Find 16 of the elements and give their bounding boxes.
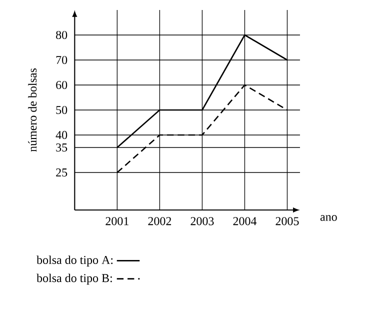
x-axis-title: ano bbox=[320, 215, 337, 221]
y-tick-label: 80 bbox=[56, 30, 68, 40]
y-tick-label: 60 bbox=[56, 80, 68, 90]
x-tick-label: 2004 bbox=[233, 217, 257, 226]
y-tick-label: 70 bbox=[56, 56, 68, 64]
x-tick-label: 2005 bbox=[276, 217, 299, 226]
x-tick-label: 2002 bbox=[148, 217, 172, 226]
y-axis-title: número de bolsas bbox=[28, 68, 37, 152]
legend-label: bolsa do tipo A: bbox=[36, 256, 113, 266]
x-tick-label: 2003 bbox=[190, 217, 214, 226]
y-tick-label: 35 bbox=[56, 143, 68, 152]
x-tick-label: 2001 bbox=[106, 217, 128, 226]
legend-label: bolsa do tipo B: bbox=[36, 274, 112, 285]
y-tick-label: 40 bbox=[56, 130, 68, 140]
y-tick-label: 25 bbox=[56, 168, 68, 177]
y-tick-label: 50 bbox=[56, 106, 68, 114]
